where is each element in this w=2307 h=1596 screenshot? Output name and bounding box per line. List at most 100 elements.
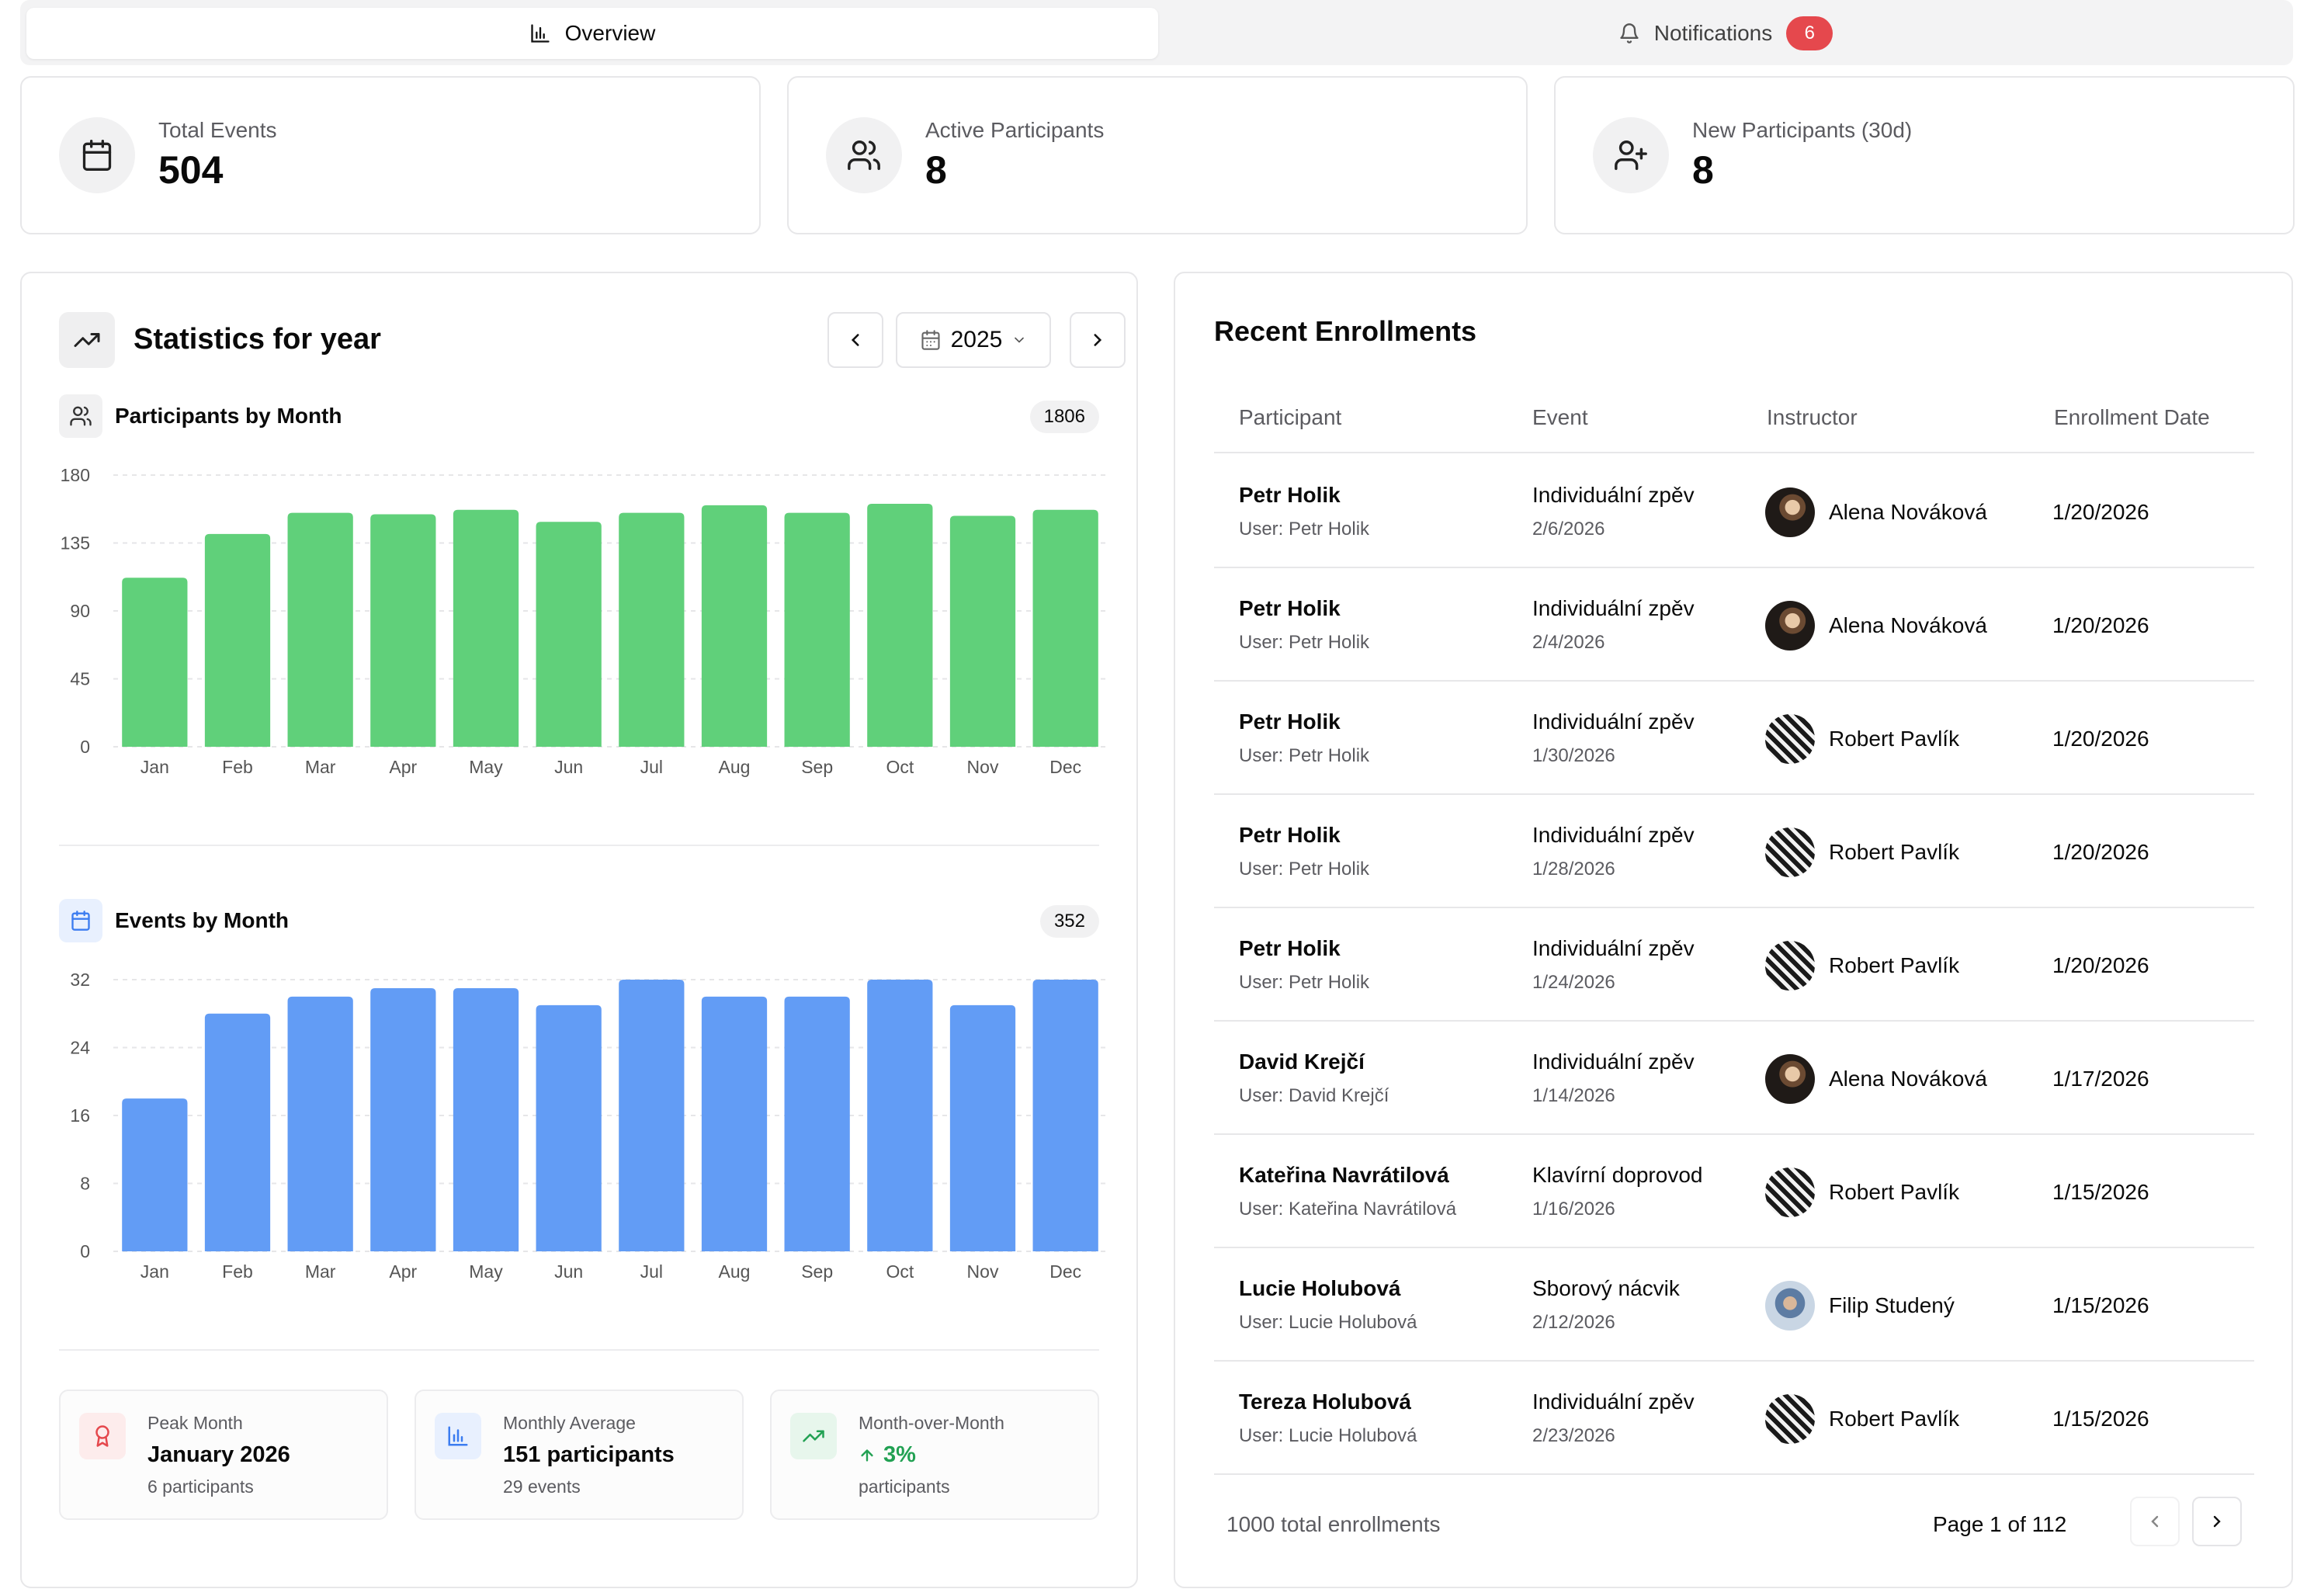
- bar-oct: [867, 980, 933, 1251]
- event-name: Individuální zpěv: [1532, 483, 1695, 507]
- participants-bar-chart: 0 45 90 135 180 Jan Feb Mar Apr May Jun Jul Aug Sep Oc…: [61, 465, 1107, 777]
- users-icon: [826, 117, 902, 193]
- next-year-button[interactable]: [1070, 312, 1126, 368]
- divider: [59, 1349, 1099, 1351]
- bar-nov: [949, 1004, 1016, 1251]
- instructor-avatar: [1765, 941, 1815, 991]
- stat-card-total-events: Total Events 504: [20, 76, 761, 234]
- tab-overview[interactable]: Overview: [26, 8, 1158, 59]
- column-header: Participant: [1239, 405, 1342, 429]
- instructor-avatar: [1765, 1168, 1815, 1217]
- bar-dec: [1032, 509, 1098, 747]
- event-date: 1/24/2026: [1532, 972, 1615, 993]
- event-date: 2/6/2026: [1532, 519, 1605, 540]
- previous-year-button[interactable]: [827, 312, 883, 368]
- statistics-header: Statistics for year 2025: [59, 312, 1126, 368]
- notification-count-badge: 6: [1786, 16, 1833, 50]
- events-chart-title: Events by Month: [115, 908, 290, 932]
- y-tick-label: 24: [70, 1038, 90, 1058]
- x-tick-label: Jan: [141, 757, 169, 777]
- x-tick-label: Sep: [801, 757, 833, 777]
- y-tick-label: 180: [61, 465, 90, 485]
- bar-jun: [536, 522, 602, 747]
- summary-label: Peak Month: [147, 1413, 243, 1433]
- stat-label: Total Events: [158, 118, 277, 142]
- previous-page-button[interactable]: [2130, 1497, 2180, 1546]
- table-row[interactable]: Petr Holik User: Petr Holik Individuální z…: [1214, 568, 2254, 682]
- summary-label: Monthly Average: [503, 1413, 636, 1433]
- stat-card-active-participants: Active Participants 8: [787, 76, 1528, 234]
- events-bar-chart: 0 8 16 24 32 Jan Feb Mar Apr May Jun Jul Aug Sep Oct No…: [70, 970, 1107, 1282]
- bar-apr: [370, 987, 436, 1251]
- next-page-button[interactable]: [2192, 1497, 2242, 1546]
- table-row[interactable]: David Krejčí User: David Krejčí Individuál…: [1214, 1022, 2254, 1135]
- bar-mar: [287, 996, 353, 1251]
- instructor-name: Robert Pavlík: [1829, 727, 1960, 751]
- participants-total-badge: 1806: [1029, 401, 1099, 433]
- x-tick-label: Jul: [640, 757, 663, 777]
- y-tick-label: 8: [80, 1174, 90, 1194]
- participant-name: David Krejčí: [1239, 1050, 1365, 1074]
- table-row[interactable]: Petr Holik User: Petr Holik Individuální z…: [1214, 795, 2254, 908]
- bar-jul: [619, 980, 685, 1251]
- instructor-name: Filip Studený: [1829, 1293, 1955, 1317]
- instructor-avatar: [1765, 827, 1815, 877]
- x-tick-label: Feb: [222, 1261, 253, 1282]
- x-tick-label: May: [469, 1261, 503, 1282]
- year-select[interactable]: 2025: [896, 312, 1051, 368]
- x-tick-label: Aug: [719, 1261, 751, 1282]
- table-row[interactable]: Petr Holik User: Petr Holik Individuální z…: [1214, 682, 2254, 795]
- stat-value: 504: [158, 148, 224, 192]
- x-tick-label: May: [469, 757, 503, 777]
- month-over-month-card: Month-over-Month 3% participants: [770, 1390, 1099, 1520]
- y-tick-label: 135: [61, 533, 90, 553]
- participant-name: Lucie Holubová: [1239, 1276, 1401, 1300]
- instructor-name: Alena Nováková: [1829, 500, 1987, 524]
- award-icon: [79, 1413, 126, 1459]
- summary-value: January 2026: [147, 1442, 290, 1467]
- bar-jan: [122, 578, 188, 747]
- table-row[interactable]: Petr Holik User: Petr Holik Individuální z…: [1214, 908, 2254, 1022]
- event-name: Sborový nácvik: [1532, 1276, 1680, 1300]
- x-tick-label: Jun: [554, 757, 583, 777]
- users-icon: [59, 394, 102, 438]
- y-tick-label: 0: [80, 1241, 90, 1261]
- bar-may: [453, 987, 519, 1251]
- participant-name: Petr Holik: [1239, 936, 1341, 960]
- enrollment-date: 1/15/2026: [2052, 1293, 2149, 1317]
- bar-chart-icon: [435, 1413, 481, 1459]
- summary-sub: 6 participants: [147, 1476, 254, 1497]
- x-tick-label: Dec: [1049, 757, 1081, 777]
- x-tick-label: Oct: [886, 1261, 914, 1282]
- participant-user: User: Petr Holik: [1239, 745, 1370, 766]
- tab-notifications[interactable]: Notifications 6: [1164, 8, 2287, 59]
- table-row[interactable]: Tereza Holubová User: Lucie Holubová Indiv…: [1214, 1362, 2254, 1475]
- year-value: 2025: [950, 327, 1003, 352]
- chevron-left-icon: [2151, 1515, 2159, 1528]
- table-row[interactable]: Kateřina Navrátilová User: Kateřina Navrá…: [1214, 1135, 2254, 1248]
- participant-user: User: David Krejčí: [1239, 1085, 1389, 1106]
- participant-name: Petr Holik: [1239, 596, 1341, 620]
- x-tick-label: Mar: [305, 1261, 336, 1282]
- bar-jun: [536, 1004, 602, 1251]
- x-tick-label: Jul: [640, 1261, 663, 1282]
- x-tick-label: Mar: [305, 757, 336, 777]
- user-plus-icon: [1593, 117, 1669, 193]
- table-row[interactable]: Petr Holik User: Petr Holik Individuální z…: [1214, 455, 2254, 568]
- event-date: 1/30/2026: [1532, 745, 1615, 766]
- table-row[interactable]: Lucie Holubová User: Lucie Holubová Sborov…: [1214, 1248, 2254, 1362]
- calendar-icon: [59, 899, 102, 942]
- participant-name: Petr Holik: [1239, 823, 1341, 847]
- event-date: 2/12/2026: [1532, 1312, 1615, 1333]
- enrollment-date: 1/20/2026: [2052, 500, 2149, 524]
- bell-icon: [1618, 23, 1640, 44]
- event-name: Individuální zpěv: [1532, 1050, 1695, 1074]
- bar-feb: [204, 1013, 271, 1251]
- page-indicator: Page 1 of 112: [1933, 1512, 2067, 1536]
- event-name: Individuální zpěv: [1532, 823, 1695, 847]
- summary-label: Month-over-Month: [859, 1413, 1004, 1433]
- tab-overview-label: Overview: [564, 21, 656, 45]
- participant-user: User: Lucie Holubová: [1239, 1425, 1417, 1446]
- participant-user: User: Petr Holik: [1239, 632, 1370, 653]
- participant-user: User: Petr Holik: [1239, 519, 1370, 540]
